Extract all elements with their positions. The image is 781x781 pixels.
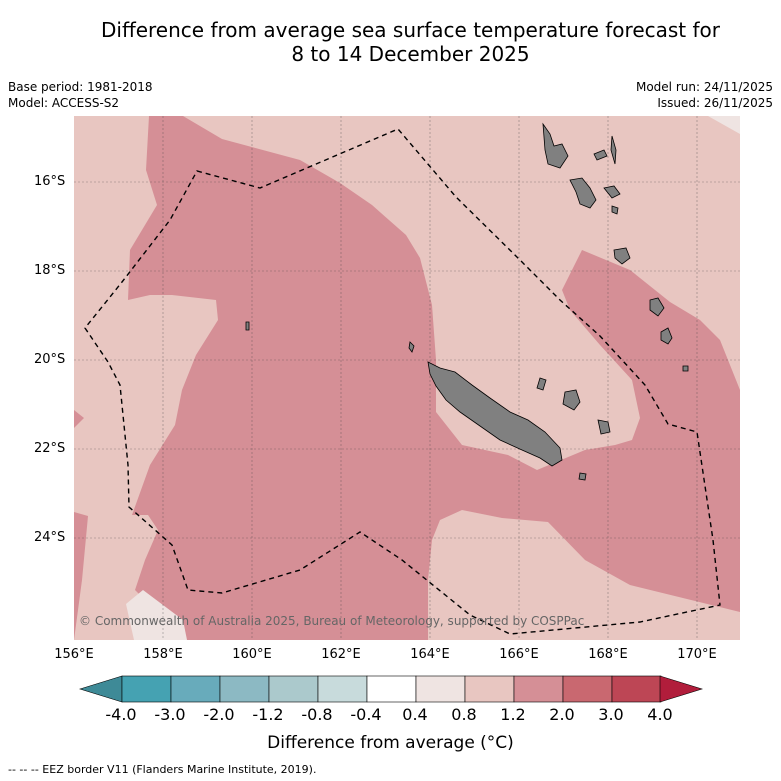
chart-title-line1: Difference from average sea surface temp…	[100, 18, 720, 42]
colorbar-label: 0.4	[402, 705, 428, 724]
colorbar-label: 2.0	[549, 705, 575, 724]
meta-right: Model run: 24/11/2025 Issued: 26/11/2025	[636, 79, 773, 111]
model-run: Model run: 24/11/2025	[635, 80, 773, 94]
eez-legend-footer: -- -- -- EEZ border V11 (Flanders Marine…	[8, 763, 317, 776]
lon-label-164e: 164°E	[410, 647, 450, 662]
colorbar-label: -0.8	[301, 705, 333, 724]
colorbar-title: Difference from average (°C)	[267, 733, 514, 753]
colorbar-label: -4.0	[105, 705, 137, 724]
vanuatu-epi	[611, 205, 619, 215]
vanuatu-maewo	[610, 135, 617, 165]
chart-title: Difference from average sea surface temp…	[40, 18, 781, 66]
vanuatu-espiritu-santo	[542, 122, 569, 169]
lon-label-166e: 166°E	[499, 647, 539, 662]
colorbar-label: 4.0	[647, 705, 673, 724]
chart-title-line2: 8 to 14 December 2025	[291, 42, 530, 66]
base-period: Base period: 1981-2018	[8, 80, 153, 94]
lat-label-18s: 18°S	[34, 263, 66, 278]
matthew-island	[245, 321, 250, 331]
meta-left: Base period: 1981-2018 Model: ACCESS-S2	[8, 79, 153, 111]
belep-islands	[408, 341, 415, 353]
anomaly-region-top-right-light	[708, 116, 740, 134]
eez-border	[84, 128, 721, 635]
colorbar-label: 3.0	[598, 705, 624, 724]
vanuatu-erromango	[649, 297, 665, 317]
lon-label-160e: 160°E	[232, 647, 272, 662]
vanuatu-efate	[613, 247, 631, 265]
lon-label-170e: 170°E	[677, 647, 717, 662]
issued-date: Issued: 26/11/2025	[657, 96, 773, 110]
vanuatu-tanna	[660, 327, 673, 345]
anomaly-region-left-edge	[74, 410, 84, 428]
isle-of-pines	[578, 472, 587, 481]
vanuatu-pentecost	[603, 185, 621, 199]
colorbar-label: -3.0	[154, 705, 186, 724]
vanuatu-malekula	[569, 177, 597, 209]
new-caledonia	[427, 361, 563, 467]
loyalty-lifou	[562, 389, 581, 411]
vanuatu-ambae	[593, 149, 608, 161]
anomaly-region-bottom-left	[74, 512, 88, 640]
loyalty-ouvea	[536, 377, 547, 391]
model-name: Model: ACCESS-S2	[8, 96, 120, 110]
lat-label-16s: 16°S	[34, 174, 66, 189]
lon-label-158e: 158°E	[143, 647, 183, 662]
colorbar-label: -1.2	[252, 705, 284, 724]
copyright-notice: © Commonwealth of Australia 2025, Bureau…	[79, 614, 585, 628]
grid-lines	[74, 116, 740, 640]
lon-label-156e: 156°E	[54, 647, 94, 662]
colorbar-label: 0.8	[451, 705, 477, 724]
lon-label-168e: 168°E	[588, 647, 628, 662]
lat-label-20s: 20°S	[34, 352, 66, 367]
land-masses	[245, 122, 689, 481]
loyalty-mare	[597, 419, 611, 435]
colorbar-label: -2.0	[203, 705, 235, 724]
lat-label-24s: 24°S	[34, 530, 66, 545]
vanuatu-aneityum	[682, 365, 689, 372]
anomaly-region-bottom-left-light	[126, 590, 187, 640]
lon-label-162e: 162°E	[321, 647, 361, 662]
lat-label-22s: 22°S	[34, 441, 66, 456]
colorbar-label: -0.4	[350, 705, 382, 724]
colorbar-label: 1.2	[500, 705, 526, 724]
